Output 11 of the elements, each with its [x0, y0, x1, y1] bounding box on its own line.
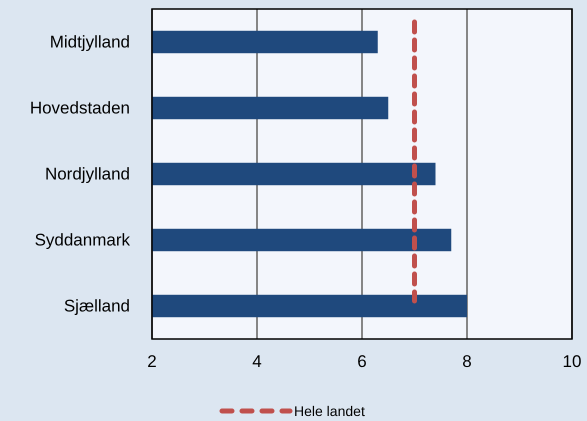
- x-tick-label: 4: [252, 352, 262, 371]
- x-tick-label: 10: [562, 352, 582, 371]
- y-tick-label: Hovedstaden: [30, 98, 130, 118]
- x-tick-label: 6: [357, 352, 367, 371]
- x-tick-label: 2: [147, 352, 157, 371]
- x-tick-label: 8: [462, 352, 472, 371]
- y-tick-label: Syddanmark: [34, 230, 130, 250]
- legend-label: Hele landet: [294, 403, 365, 419]
- y-tick-label: Sjælland: [64, 296, 130, 316]
- y-tick-label: Nordjylland: [44, 164, 130, 184]
- y-tick-label: Midtjylland: [50, 32, 130, 52]
